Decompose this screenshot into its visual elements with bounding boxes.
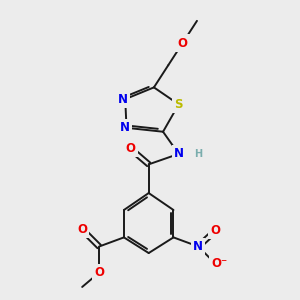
Text: N: N (119, 121, 129, 134)
Text: N: N (193, 240, 203, 253)
Text: N: N (174, 147, 184, 161)
Text: N: N (118, 93, 128, 106)
Text: H: H (194, 149, 202, 159)
Text: O: O (125, 142, 135, 155)
Text: S: S (174, 98, 183, 111)
Text: O: O (178, 37, 188, 50)
Text: O⁻: O⁻ (211, 257, 227, 270)
Text: O: O (94, 266, 104, 279)
Text: O: O (77, 223, 87, 236)
Text: O: O (210, 224, 220, 237)
